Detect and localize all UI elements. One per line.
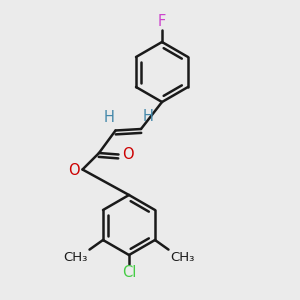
Text: F: F — [158, 14, 166, 28]
Text: Cl: Cl — [122, 265, 136, 280]
Text: O: O — [68, 164, 80, 178]
Text: CH₃: CH₃ — [64, 251, 88, 264]
Text: H: H — [143, 109, 154, 124]
Text: CH₃: CH₃ — [170, 251, 194, 264]
Text: H: H — [103, 110, 114, 125]
Text: O: O — [122, 147, 134, 162]
